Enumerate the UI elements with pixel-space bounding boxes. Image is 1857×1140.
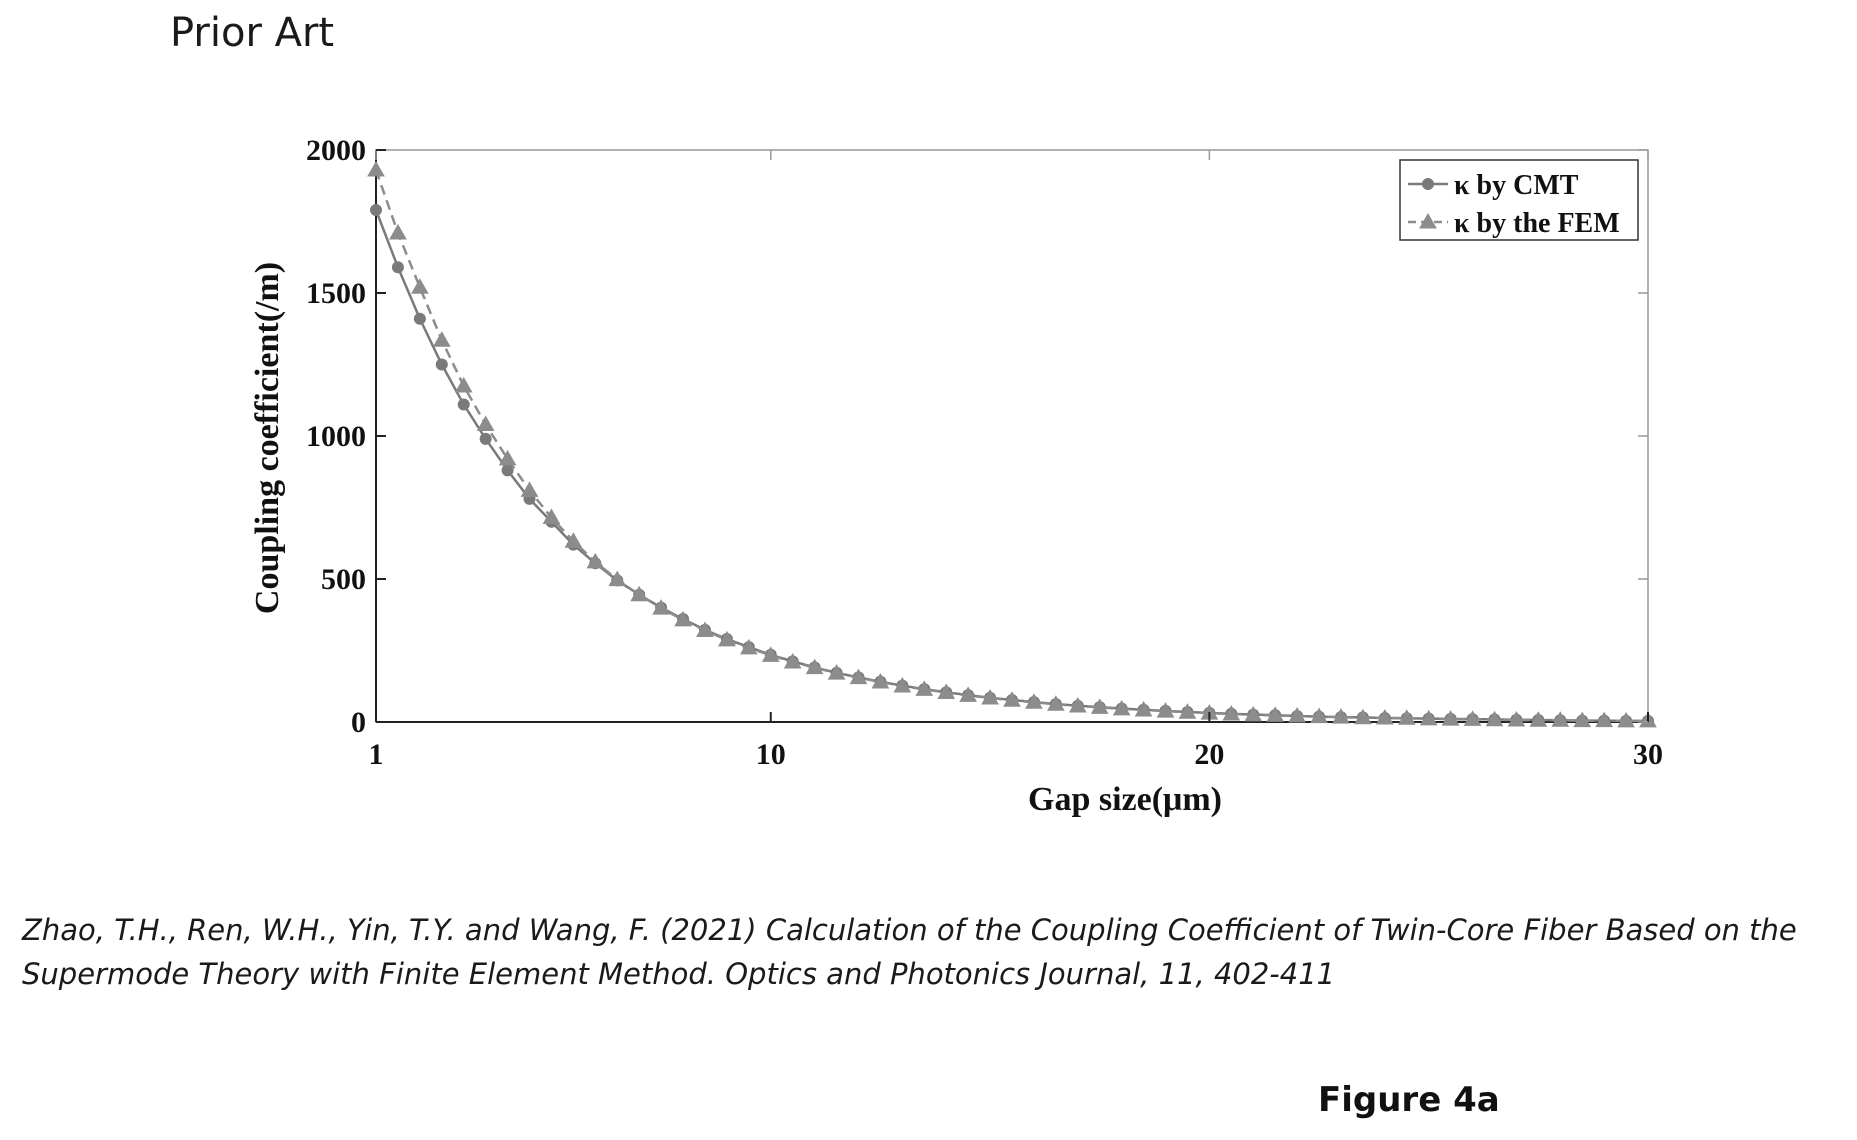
data-point — [457, 398, 470, 411]
legend-box — [1399, 159, 1639, 241]
data-point — [696, 621, 714, 637]
data-point — [1332, 708, 1350, 724]
series-line — [374, 209, 1648, 723]
series-layer — [367, 161, 1657, 728]
data-point — [849, 668, 868, 685]
data-point — [1025, 693, 1043, 709]
data-point — [432, 331, 451, 347]
coupling-coefficient-chart: 1 10 20 30 0 500 1000 1500 2000 Gap size(μm) Cou… — [249, 134, 1663, 818]
data-point — [1310, 707, 1328, 724]
x-tick-label: 1 — [369, 738, 384, 771]
y-tick-label: 0 — [351, 706, 366, 739]
data-point — [1047, 695, 1065, 711]
figure-label: Figure 4a — [1318, 1080, 1500, 1120]
data-point — [1485, 710, 1504, 727]
data-point — [476, 415, 495, 432]
data-point — [1003, 691, 1021, 707]
data-point — [413, 312, 426, 325]
data-point — [959, 686, 977, 702]
data-point — [1288, 706, 1306, 723]
legend-entry: κ by CMT — [1454, 170, 1579, 201]
data-point — [871, 672, 890, 689]
citation: Zhao, T.H., Ren, W.H., Yin, T.Y. and Wan… — [22, 908, 1842, 996]
data-point — [435, 358, 448, 371]
data-point — [608, 570, 627, 587]
data-point — [1112, 699, 1131, 716]
data-point — [479, 432, 492, 445]
data-point — [367, 161, 385, 177]
data-point — [370, 204, 382, 217]
data-point — [586, 552, 605, 569]
data-point — [542, 508, 561, 525]
data-point — [1090, 698, 1109, 714]
data-point — [1375, 708, 1394, 725]
data-point — [520, 481, 539, 497]
data-point — [1419, 212, 1437, 229]
data-point — [674, 610, 692, 627]
data-point — [391, 261, 404, 274]
data-point — [652, 599, 670, 615]
data-point — [739, 638, 758, 655]
data-point — [564, 532, 583, 548]
data-point — [1134, 700, 1153, 717]
data-point — [981, 688, 999, 705]
data-point — [1068, 696, 1087, 713]
data-point — [411, 278, 429, 294]
data-point — [498, 449, 517, 466]
y-tick-label: 1500 — [306, 277, 366, 310]
data-point — [454, 376, 473, 393]
y-tick-label: 500 — [321, 563, 366, 596]
data-point — [915, 680, 934, 696]
series-cmt — [370, 204, 1654, 727]
x-axis-label: Gap size(μm) — [1028, 781, 1222, 818]
data-point — [761, 646, 780, 662]
data-point — [1573, 711, 1592, 728]
data-point — [1595, 711, 1613, 728]
data-point — [718, 630, 736, 647]
data-point — [1397, 709, 1416, 725]
data-point — [1617, 711, 1635, 728]
data-point — [1354, 708, 1372, 725]
x-tick-label: 10 — [756, 738, 786, 771]
y-tick-label: 2000 — [306, 134, 366, 167]
data-point — [1551, 711, 1570, 727]
data-point — [805, 658, 824, 675]
data-point — [783, 652, 802, 669]
legend: κ by CMT κ by the FEM — [1399, 159, 1639, 241]
data-point — [1507, 710, 1526, 727]
x-tick-label: 20 — [1194, 738, 1224, 771]
prior-art-heading: Prior Art — [170, 10, 335, 56]
series-fem — [367, 161, 1657, 728]
data-point — [1419, 709, 1438, 726]
legend-entry: κ by the FEM — [1454, 208, 1620, 239]
y-axis-label: Coupling coefficient(/m) — [249, 262, 286, 614]
data-point — [1244, 705, 1263, 722]
data-point — [937, 683, 956, 700]
data-point — [1222, 704, 1241, 721]
data-point — [1178, 703, 1197, 719]
series-line — [374, 169, 1648, 723]
data-point — [1463, 710, 1482, 726]
ticks-layer: 1 10 20 30 0 500 1000 1500 2000 — [306, 134, 1663, 771]
data-point — [893, 676, 912, 693]
data-point — [1441, 710, 1460, 726]
data-point — [1422, 178, 1434, 190]
data-point — [827, 664, 846, 680]
data-point — [1156, 702, 1175, 718]
x-tick-label: 30 — [1633, 738, 1663, 771]
y-tick-label: 1000 — [306, 420, 366, 453]
data-point — [389, 223, 407, 240]
data-point — [630, 585, 649, 602]
data-point — [1529, 711, 1548, 727]
citation-line-2: Supermode Theory with Finite Element Met… — [22, 957, 1336, 991]
citation-line-1: Zhao, T.H., Ren, W.H., Yin, T.Y. and Wan… — [22, 913, 1797, 947]
data-point — [1266, 706, 1285, 722]
